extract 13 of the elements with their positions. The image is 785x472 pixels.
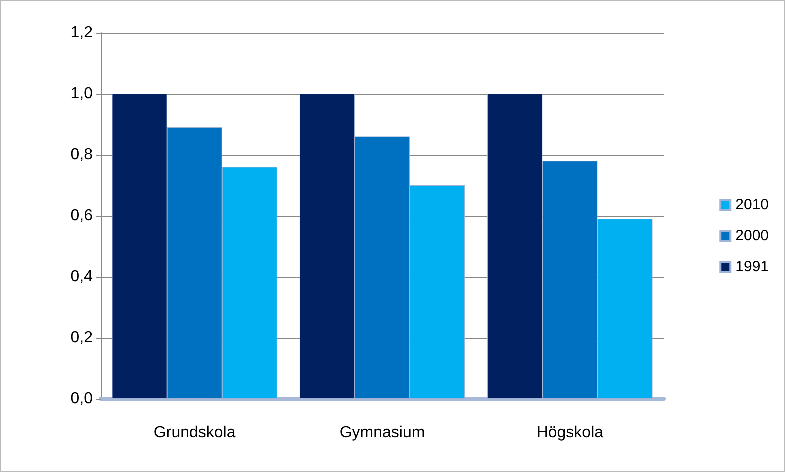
legend-label: 1991: [736, 258, 770, 276]
legend-label: 2010: [736, 196, 770, 214]
y-tick-label: 0,4: [70, 268, 94, 286]
x-tick-label: Grundskola: [154, 424, 236, 442]
y-tick-label: 0,6: [70, 208, 94, 224]
y-tick-label: 0,8: [70, 146, 94, 164]
legend-label: 2000: [736, 228, 770, 244]
y-tick-label: 0,0: [70, 390, 94, 408]
y-tick-label: 1,0: [70, 86, 94, 102]
y-tick-label: 0,2: [70, 330, 94, 346]
x-tick-label: Högskola: [536, 424, 604, 442]
y-tick-label: 1,2: [70, 24, 94, 42]
x-tick-label: Gymnasium: [340, 424, 426, 442]
